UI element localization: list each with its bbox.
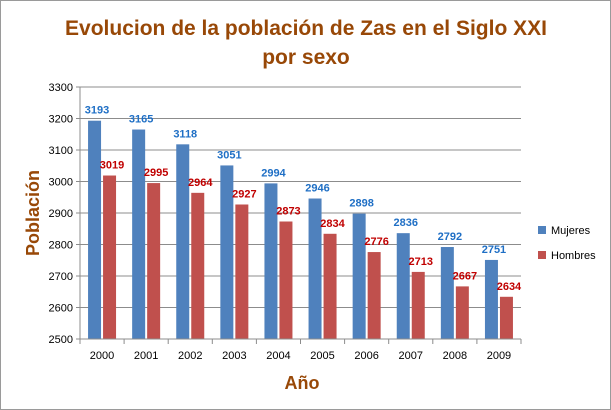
data-label-hombres: 3019 bbox=[100, 160, 124, 172]
bar-hombres bbox=[455, 286, 469, 339]
legend-swatch-mujeres bbox=[538, 226, 546, 234]
y-tick-label: 3200 bbox=[49, 114, 73, 126]
bar-mujeres bbox=[264, 183, 278, 339]
chart-title-line1: Evolucion de la población de Zas en el S… bbox=[65, 17, 547, 40]
data-label-mujeres: 2836 bbox=[394, 217, 418, 229]
bar-hombres bbox=[191, 192, 205, 339]
bar-hombres bbox=[499, 296, 513, 339]
data-label-mujeres: 3165 bbox=[129, 114, 153, 126]
y-tick-label: 2700 bbox=[49, 271, 73, 283]
x-tick-label: 2005 bbox=[310, 350, 334, 362]
bar-mujeres bbox=[88, 120, 102, 339]
legend-label-mujeres: Mujeres bbox=[551, 225, 591, 237]
y-tick-label: 2600 bbox=[49, 303, 73, 315]
data-label-mujeres: 3051 bbox=[217, 149, 241, 161]
bar-hombres bbox=[235, 204, 249, 339]
y-axis-ticks: 2500 2600 2700 2800 2900 3000 3100 3200 3300 bbox=[49, 82, 81, 346]
y-tick-label: 2900 bbox=[49, 208, 73, 220]
data-label-mujeres: 2946 bbox=[305, 183, 329, 195]
y-axis-title: Población bbox=[23, 170, 43, 256]
data-label-mujeres: 2898 bbox=[349, 198, 373, 210]
x-tick-label: 2000 bbox=[90, 350, 114, 362]
bar-hombres bbox=[147, 183, 161, 339]
x-axis-ticks: 2000 2001 2002 2003 2004 2005 2006 2007 2008 2009 bbox=[79, 338, 522, 362]
x-tick-label: 2004 bbox=[266, 350, 290, 362]
bar-mujeres bbox=[440, 247, 454, 339]
x-tick-label: 2006 bbox=[354, 350, 378, 362]
bar-mujeres bbox=[132, 129, 146, 339]
data-label-mujeres: 2792 bbox=[438, 231, 462, 243]
bar-mujeres bbox=[396, 233, 410, 339]
bar-hombres bbox=[411, 271, 425, 339]
data-label-hombres: 2834 bbox=[320, 218, 345, 230]
bar-hombres bbox=[103, 175, 117, 339]
y-tick-label: 3100 bbox=[49, 145, 73, 157]
bar-mujeres bbox=[308, 198, 322, 339]
x-axis-title: Año bbox=[285, 373, 320, 393]
bar-mujeres bbox=[484, 259, 498, 339]
bar-mujeres bbox=[176, 144, 190, 339]
legend: Mujeres Hombres bbox=[538, 225, 596, 262]
x-tick-label: 2008 bbox=[443, 350, 467, 362]
data-label-mujeres: 3193 bbox=[85, 105, 109, 117]
chart-title-line2: por sexo bbox=[262, 46, 350, 69]
data-label-hombres: 2927 bbox=[232, 188, 256, 200]
data-label-hombres: 2964 bbox=[188, 177, 213, 189]
data-label-hombres: 2667 bbox=[453, 270, 477, 282]
x-tick-label: 2001 bbox=[134, 350, 158, 362]
y-tick-label: 2500 bbox=[49, 334, 73, 346]
data-label-mujeres: 2751 bbox=[482, 244, 506, 256]
bar-mujeres bbox=[352, 213, 366, 339]
data-label-hombres: 2713 bbox=[409, 256, 433, 268]
bars: 3193 3019 3165 2995 3118 2964 3051 2927 2994 2873… bbox=[85, 105, 522, 339]
data-label-hombres: 2634 bbox=[497, 281, 522, 293]
data-label-hombres: 2776 bbox=[364, 236, 388, 248]
x-tick-label: 2007 bbox=[399, 350, 423, 362]
data-label-mujeres: 3118 bbox=[173, 128, 197, 140]
data-label-mujeres: 2994 bbox=[261, 167, 286, 179]
bar-hombres bbox=[279, 221, 293, 339]
bar-mujeres bbox=[220, 165, 234, 339]
data-label-hombres: 2873 bbox=[276, 206, 300, 218]
y-tick-label: 2800 bbox=[49, 240, 73, 252]
bar-hombres bbox=[367, 252, 381, 339]
bar-hombres bbox=[323, 233, 337, 339]
legend-label-hombres: Hombres bbox=[551, 250, 596, 262]
x-tick-label: 2009 bbox=[487, 350, 511, 362]
data-label-hombres: 2995 bbox=[144, 167, 168, 179]
x-tick-label: 2002 bbox=[178, 350, 202, 362]
y-tick-label: 3300 bbox=[49, 82, 73, 94]
x-tick-label: 2003 bbox=[222, 350, 246, 362]
legend-swatch-hombres bbox=[538, 251, 546, 259]
y-tick-label: 3000 bbox=[49, 177, 73, 189]
